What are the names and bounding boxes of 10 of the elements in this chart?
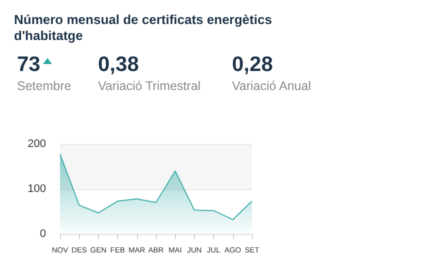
text: 73	[17, 53, 40, 76]
y-tick-label: 200	[28, 138, 46, 150]
chart-title: Número mensual de certificats energètics d'habitatge	[14, 12, 273, 44]
text: 0,38	[98, 52, 140, 78]
text: Setembre	[17, 78, 72, 94]
text: Variació Trimestral	[98, 78, 201, 94]
text: Variació Anual	[232, 78, 311, 94]
text: 0,28	[232, 52, 274, 78]
y-tick-label: 100	[28, 183, 46, 195]
y-tick-label: 0	[40, 228, 46, 240]
